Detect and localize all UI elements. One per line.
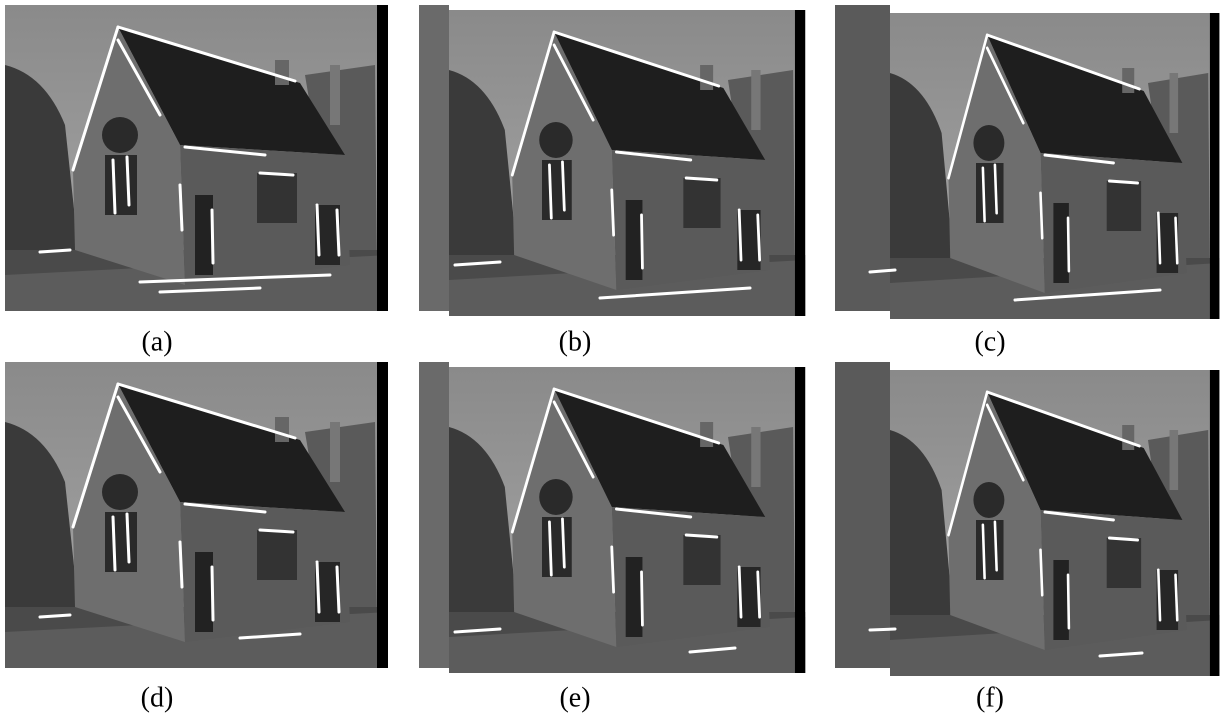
panel-label: (a): [141, 326, 172, 357]
panel-label: (f): [976, 682, 1004, 713]
panel-label: (d): [141, 682, 174, 713]
figure: (a) (b) (c) (d) (e) (f): [0, 0, 1225, 721]
panel-label: (b): [559, 326, 592, 357]
panel-label: (e): [559, 682, 590, 713]
panel-b: [419, 5, 805, 316]
panel-e: [419, 362, 805, 673]
panel-label: (c): [974, 326, 1005, 357]
panel-d: [5, 362, 388, 668]
panel-c: [835, 5, 1219, 319]
panel-a: [5, 5, 388, 311]
